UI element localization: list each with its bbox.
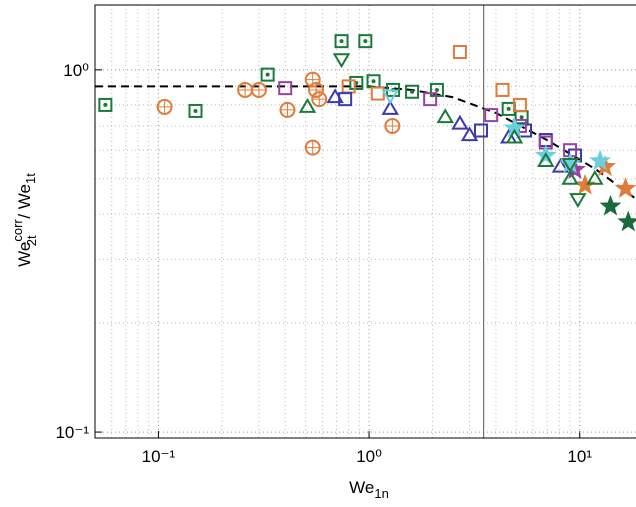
marker — [484, 108, 499, 123]
marker-plus — [157, 99, 172, 114]
marker — [278, 81, 293, 96]
y-label-sub: 2t — [24, 235, 39, 246]
marker — [537, 152, 555, 167]
marker — [617, 210, 636, 232]
marker — [370, 86, 385, 101]
marker — [460, 126, 479, 142]
marker — [569, 193, 587, 208]
marker — [381, 99, 399, 115]
marker-dot — [434, 87, 439, 92]
marker — [405, 84, 420, 99]
marker-dot — [265, 72, 270, 77]
y-label-sep: / We — [15, 184, 34, 223]
marker — [574, 173, 596, 195]
marker-plus — [238, 82, 253, 97]
marker-dot — [103, 102, 108, 107]
marker — [98, 97, 113, 112]
fit-line — [95, 85, 636, 200]
marker-dot — [410, 89, 415, 94]
marker-dot — [506, 106, 511, 111]
marker — [423, 92, 438, 107]
x-label-sub: 1n — [374, 486, 388, 501]
x-label-base: We — [349, 478, 374, 497]
marker — [188, 103, 203, 118]
marker-dot — [371, 79, 376, 84]
marker — [474, 123, 489, 138]
marker — [349, 75, 364, 90]
marker — [436, 108, 455, 124]
marker — [260, 67, 275, 82]
marker-dot — [339, 39, 344, 44]
marker-dot — [519, 115, 524, 120]
marker-plus — [280, 102, 295, 117]
y-axis-label: Wecorr2t / We1t — [10, 173, 39, 267]
marker — [452, 45, 467, 60]
x-tick-label: 10¹ — [567, 447, 592, 466]
x-tick-label: 10⁰ — [356, 447, 382, 466]
marker — [495, 82, 510, 97]
marker — [614, 177, 636, 198]
marker — [332, 53, 351, 69]
x-tick-label: 10⁻¹ — [142, 447, 176, 466]
x-axis-label: We1n — [349, 478, 389, 501]
axes-frame — [94, 4, 636, 439]
y-label-sub2: 1t — [23, 173, 38, 184]
marker — [561, 157, 579, 173]
marker — [338, 92, 353, 107]
marker-dot — [193, 108, 198, 113]
y-label-base: We — [15, 242, 34, 267]
marker — [334, 34, 349, 49]
marker-plus — [251, 82, 266, 97]
marker — [551, 157, 570, 173]
y-tick-label: 10⁰ — [63, 61, 89, 80]
plot-area — [95, 5, 636, 438]
marker — [381, 89, 399, 105]
marker-plus — [309, 82, 324, 97]
marker-plus — [385, 118, 400, 133]
marker — [599, 194, 622, 216]
y-tick-label: 10⁻¹ — [55, 423, 89, 442]
marker — [561, 169, 579, 185]
marker — [559, 152, 581, 174]
marker — [505, 128, 524, 144]
marker-plus — [305, 140, 320, 155]
marker — [589, 149, 612, 171]
marker — [298, 97, 317, 113]
marker — [451, 114, 469, 130]
marker — [512, 97, 527, 112]
marker-plus — [312, 92, 327, 107]
marker — [586, 169, 604, 185]
y-label-sup: corr — [10, 219, 25, 242]
marker-dot — [363, 39, 368, 44]
marker — [358, 34, 373, 49]
